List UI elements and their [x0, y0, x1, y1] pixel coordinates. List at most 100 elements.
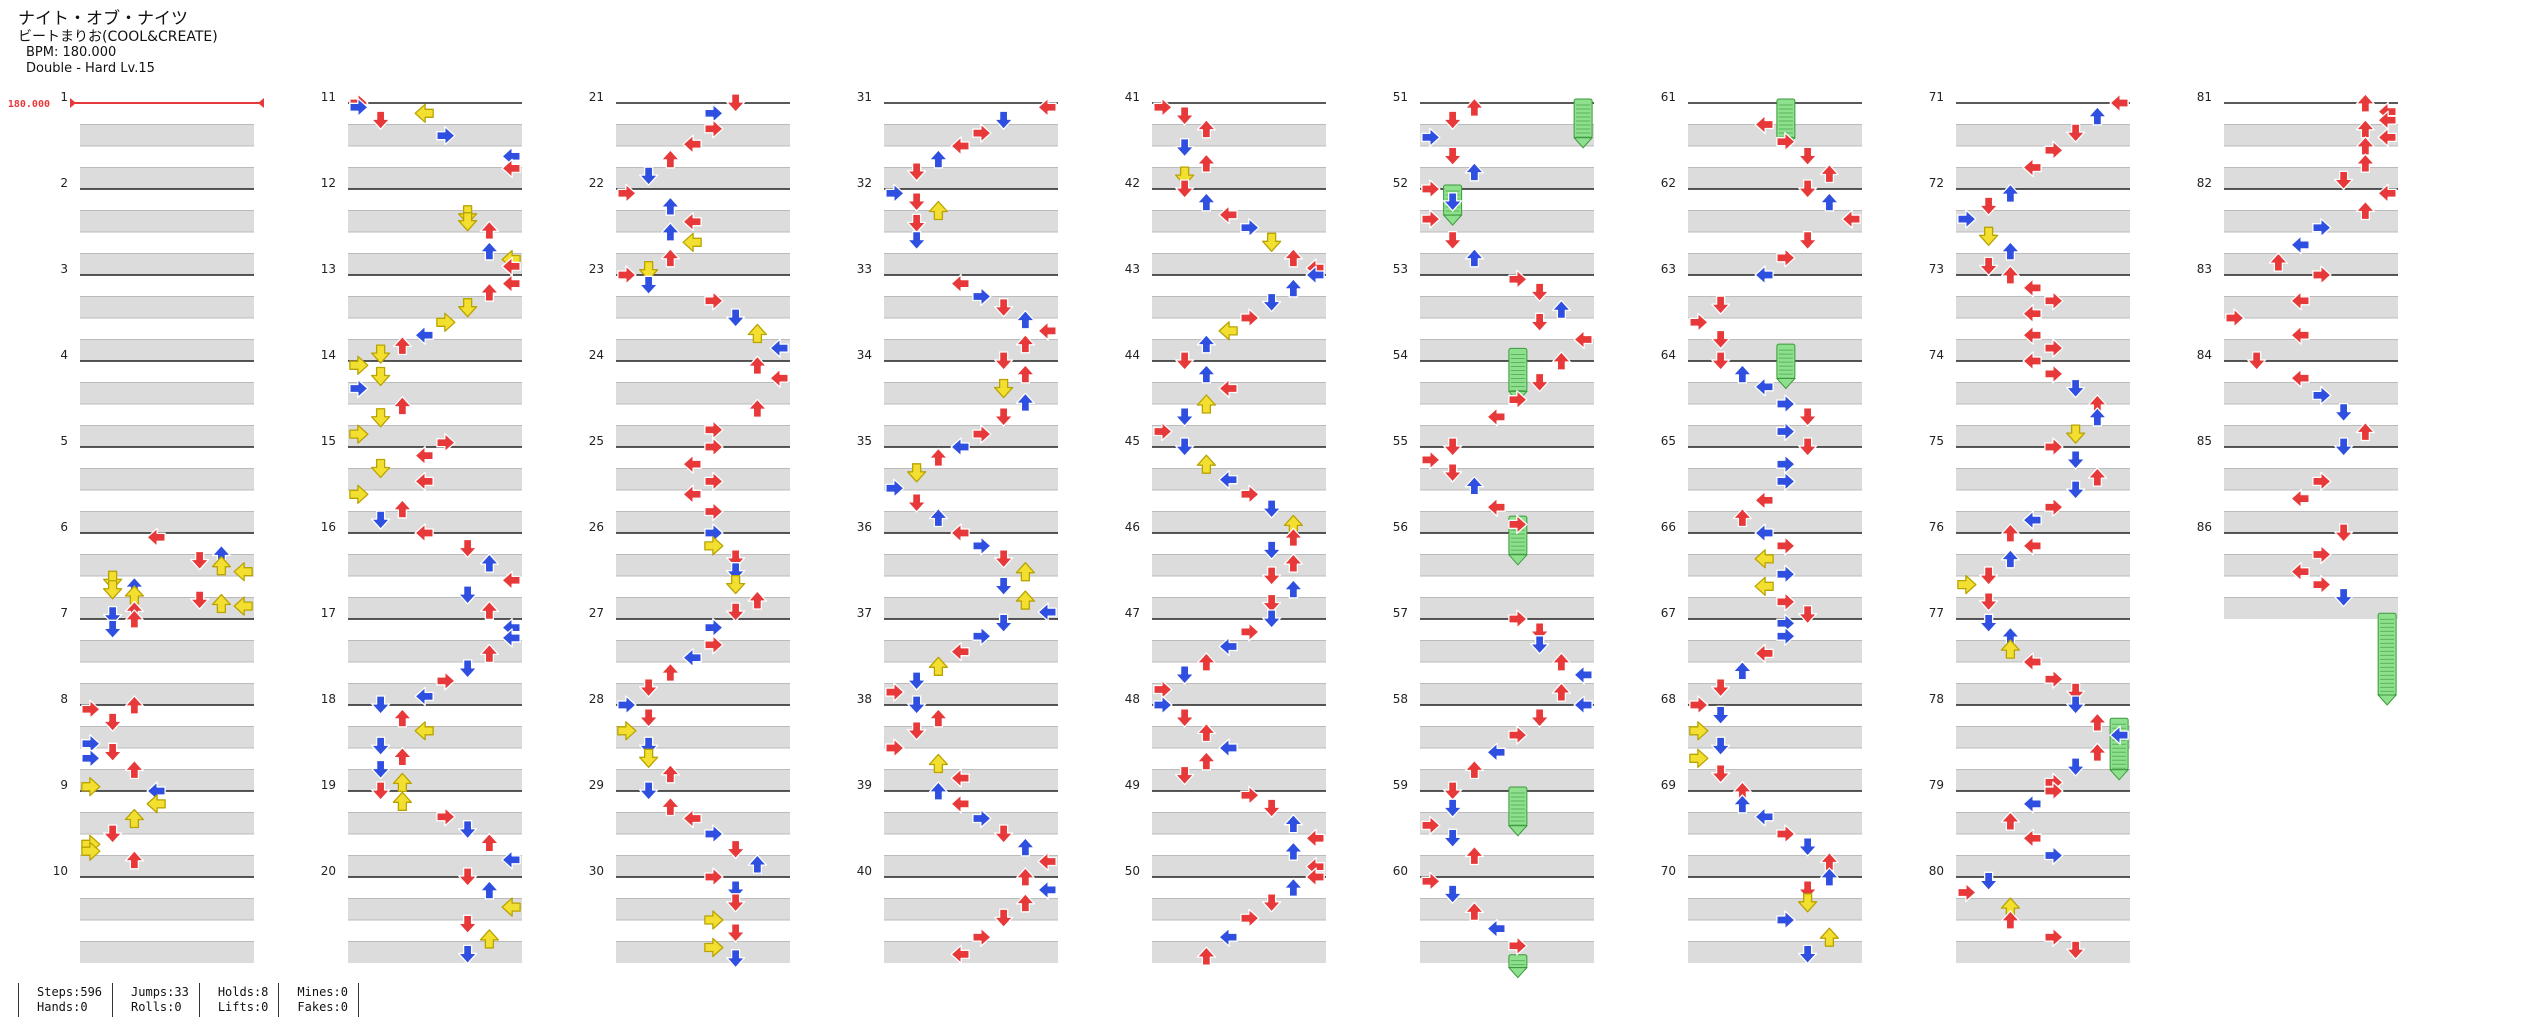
measure: 44	[1125, 348, 1326, 447]
arrow-shape	[1240, 908, 1260, 928]
arrow-shape	[993, 908, 1014, 928]
arrow-shape	[370, 695, 391, 715]
arrow-note	[2000, 523, 2021, 543]
arrow-note	[1754, 523, 1774, 543]
arrow-note	[617, 721, 637, 741]
arrow-note	[704, 291, 724, 311]
arrow-note	[233, 596, 253, 616]
arrow-note	[660, 248, 681, 268]
beat-stripe	[1956, 339, 2130, 361]
measure-number: 66	[1661, 520, 1676, 534]
beat-stripe	[884, 382, 1058, 404]
arrow-note	[2065, 424, 2086, 444]
arrow-shape	[993, 407, 1014, 427]
beat-stripe	[1152, 167, 1326, 189]
arrow-shape	[704, 536, 724, 556]
arrow-shape	[1174, 765, 1195, 786]
measure-number: 1	[60, 90, 68, 104]
measure: 51	[1393, 90, 1594, 189]
beat-stripe	[1420, 683, 1594, 705]
arrow-shape	[1283, 278, 1304, 298]
arrow-shape	[972, 123, 992, 143]
arrow-shape	[1978, 196, 1999, 216]
hold-note	[1507, 954, 1528, 979]
arrow-shape	[1174, 138, 1195, 158]
arrow-shape	[1305, 265, 1325, 285]
arrow-shape	[349, 355, 369, 375]
arrow-note	[1218, 321, 1238, 341]
arrow-shape	[457, 867, 478, 887]
arrow-note	[414, 445, 434, 466]
arrow-shape	[769, 338, 789, 358]
arrow-note	[1037, 97, 1057, 117]
arrow-note	[1776, 471, 1796, 492]
beat-stripe	[1420, 640, 1594, 662]
arrow-shape	[1797, 179, 1818, 199]
measure: 49	[1125, 778, 1326, 877]
measure-number: 56	[1393, 520, 1408, 534]
beat-stripe	[1420, 339, 1594, 361]
arrow-shape	[1174, 351, 1195, 371]
arrow-note	[457, 212, 478, 232]
arrow-shape	[1710, 705, 1731, 725]
beat-stripe	[1152, 425, 1326, 447]
arrow-note	[725, 562, 746, 582]
measure-number: 54	[1393, 348, 1408, 362]
arrow-shape	[1508, 390, 1528, 410]
arrow-shape	[1978, 592, 1999, 612]
arrow-shape	[993, 378, 1014, 399]
arrow-shape	[211, 593, 232, 614]
measure-number: 79	[1929, 778, 1944, 792]
arrow-note	[1776, 421, 1796, 442]
beat-stripe	[1420, 554, 1594, 576]
arrow-shape	[906, 230, 927, 251]
arrow-shape	[1261, 593, 1282, 614]
arrow-note	[189, 550, 210, 571]
hold-note	[2377, 612, 2398, 706]
measure-number: 8	[60, 692, 68, 706]
arrow-note	[457, 914, 478, 934]
arrow-note	[747, 398, 768, 418]
beat-stripe	[348, 210, 522, 232]
beat-stripe	[884, 210, 1058, 232]
arrow-shape	[1218, 470, 1238, 490]
arrow-note	[993, 549, 1014, 569]
arrow-note	[2000, 549, 2021, 569]
arrow-note	[638, 275, 659, 295]
arrow-shape	[1732, 507, 1753, 528]
arrow-note	[885, 478, 905, 498]
arrow-note	[2377, 183, 2397, 203]
step-chart: 1234567891011121314151617181920212223242…	[8, 90, 2398, 979]
arrow-shape	[906, 695, 927, 715]
arrow-shape	[928, 200, 949, 221]
arrow-note	[704, 635, 724, 655]
measure-number: 72	[1929, 176, 1944, 190]
arrow-note	[1153, 97, 1173, 117]
beat-stripe	[348, 253, 522, 275]
arrow-note	[370, 695, 391, 715]
arrow-shape	[2246, 351, 2267, 371]
arrow-note	[2109, 93, 2129, 113]
hold-tail	[1507, 554, 1528, 566]
arrow-note	[2087, 467, 2108, 487]
arrow-note	[479, 282, 500, 302]
arrow-shape	[1153, 97, 1173, 117]
arrow-shape	[501, 628, 521, 648]
arrow-note	[2065, 450, 2086, 470]
arrow-shape	[1196, 394, 1217, 414]
beat-stripe	[80, 769, 254, 791]
arrow-note	[501, 570, 521, 590]
arrow-shape	[81, 841, 101, 861]
arrow-shape	[1218, 738, 1238, 758]
arrow-note	[2044, 669, 2064, 689]
arrow-shape	[2290, 291, 2310, 311]
arrow-note	[950, 944, 970, 965]
arrow-shape	[682, 232, 702, 252]
arrow-shape	[2065, 757, 2086, 777]
measure: 82	[2197, 176, 2398, 275]
arrow-note	[1776, 626, 1796, 646]
arrow-note	[479, 643, 500, 664]
arrow-note	[2022, 304, 2042, 324]
arrow-note	[1015, 364, 1036, 384]
arrow-note	[1196, 751, 1217, 771]
